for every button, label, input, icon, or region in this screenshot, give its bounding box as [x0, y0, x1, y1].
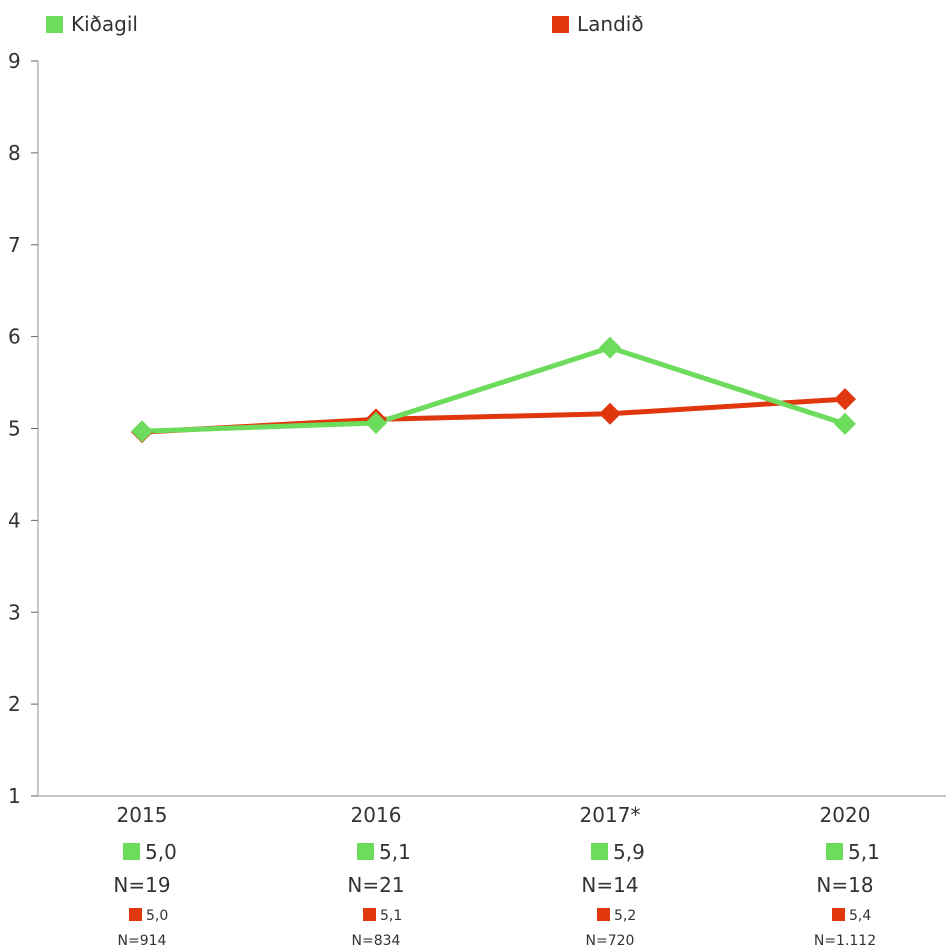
table-n-landid: N=834: [352, 933, 401, 949]
series-line-kidagil: [141, 345, 846, 434]
series-lines: [141, 345, 846, 435]
data-point-marker: [599, 336, 621, 359]
y-tick-label: 2: [8, 692, 21, 716]
table-swatch-landid: [597, 908, 610, 921]
table-swatch-kidagil: [591, 843, 608, 860]
axes: 1 2 3 4 5 6 7 8 9 2015 2016 2017* 2020: [8, 49, 946, 827]
table-n-kidagil: N=18: [816, 873, 873, 897]
y-tick-label: 1: [8, 784, 21, 808]
series-markers: [131, 336, 856, 444]
x-tick-label: 2016: [351, 803, 402, 827]
table-n-kidagil: N=14: [581, 873, 638, 897]
table-value-landid: 5,4: [849, 908, 871, 924]
legend-item-landid: Landið: [552, 12, 644, 36]
table-value-landid: 5,0: [146, 908, 168, 924]
legend-label-landid: Landið: [577, 12, 644, 36]
data-point-marker: [599, 402, 621, 425]
table-swatch-kidagil: [357, 843, 374, 860]
table-value-kidagil: 5,9: [613, 840, 645, 864]
table-value-landid: 5,2: [614, 908, 636, 924]
y-tick-label: 4: [8, 508, 21, 532]
y-tick-label: 9: [8, 49, 21, 73]
table-value-landid: 5,1: [380, 908, 402, 924]
table-n-landid: N=720: [586, 933, 635, 949]
table-value-kidagil: 5,1: [848, 840, 880, 864]
table-swatch-landid: [363, 908, 376, 921]
y-tick-label: 8: [8, 141, 21, 165]
table-swatch-kidagil: [826, 843, 843, 860]
table-n-landid: N=1.112: [814, 933, 876, 949]
x-tick-label: 2020: [820, 803, 871, 827]
legend-item-kidagil: Kiðagil: [46, 12, 138, 36]
table-swatch-landid: [832, 908, 845, 921]
table-value-kidagil: 5,1: [379, 840, 411, 864]
x-tick-label: 2017*: [580, 803, 641, 827]
data-point-marker: [131, 420, 153, 443]
table-n-kidagil: N=21: [347, 873, 404, 897]
data-point-marker: [365, 411, 387, 434]
table-swatch-kidagil: [123, 843, 140, 860]
table-value-kidagil: 5,0: [145, 840, 177, 864]
legend-swatch-landid: [552, 15, 569, 33]
y-tick-label: 3: [8, 600, 21, 624]
data-point-marker: [834, 412, 856, 435]
legend-swatch-kidagil: [46, 15, 63, 33]
data-table: 5,0 N=19 5,0 N=914 5,1 N=21 5,1 N=834 5,9 N=14 5,2…: [113, 840, 879, 949]
table-n-kidagil: N=19: [113, 873, 170, 897]
y-tick-label: 6: [8, 325, 21, 349]
legend-label-kidagil: Kiðagil: [71, 12, 138, 36]
table-n-landid: N=914: [118, 933, 167, 949]
y-tick-label: 7: [8, 233, 21, 257]
y-tick-label: 5: [8, 417, 21, 441]
table-swatch-landid: [129, 908, 142, 921]
x-tick-label: 2015: [117, 803, 168, 827]
data-point-marker: [834, 388, 856, 411]
